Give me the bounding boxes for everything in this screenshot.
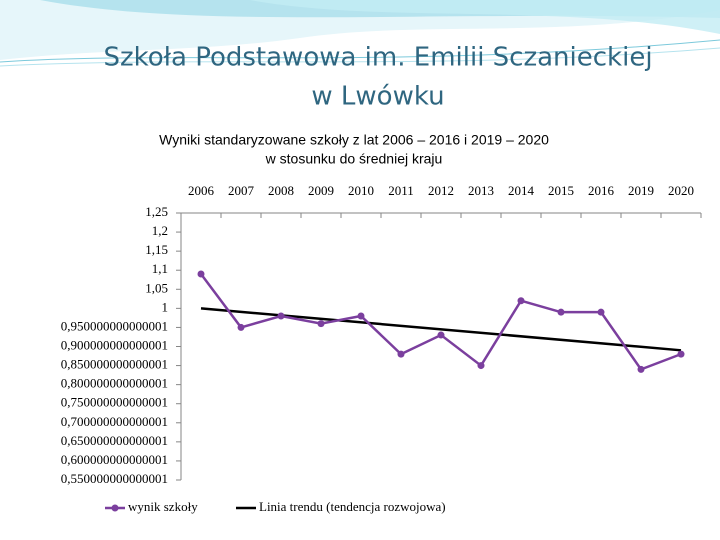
data-point (677, 350, 685, 358)
y-tick-label: 1,25 (145, 204, 168, 219)
legend-marker (111, 504, 119, 512)
data-point (557, 308, 565, 316)
x-tick-label: 2006 (188, 183, 215, 198)
decoration (0, 0, 720, 67)
y-tick-label: 0,700000000000001 (61, 414, 168, 429)
y-tick-label: 0,650000000000001 (61, 433, 168, 448)
y-tick-label: 0,800000000000001 (61, 376, 168, 391)
series-line (199, 273, 682, 371)
x-tick-label: 2016 (588, 183, 615, 198)
x-tick-label: 2019 (628, 183, 654, 198)
data-point (277, 312, 285, 320)
y-tick-label: 0,600000000000001 (61, 452, 168, 467)
y-tick-label: 0,850000000000001 (61, 357, 168, 372)
data-point (597, 308, 605, 316)
x-tick-label: 2020 (668, 183, 694, 198)
data-point (517, 297, 525, 305)
y-tick-label: 1,15 (145, 242, 168, 257)
y-tick-label: 1,2 (152, 223, 168, 238)
legend-label: Linia trendu (tendencja rozwojowa) (259, 499, 446, 514)
y-tick-label: 1 (162, 299, 169, 314)
x-tick-label: 2010 (348, 183, 374, 198)
y-tick-label: 1,1 (152, 261, 168, 276)
data-point (357, 312, 365, 320)
x-tick-label: 2012 (428, 183, 454, 198)
chart-title: w stosunku do średniej kraju (265, 151, 443, 167)
data-point (197, 270, 205, 278)
y-tick-label: 0,750000000000001 (61, 395, 168, 410)
data-point (437, 331, 445, 339)
y-tick-label: 0,900000000000001 (61, 337, 168, 352)
legend-label: wynik szkoły (128, 499, 198, 514)
data-point (317, 320, 325, 328)
x-tick-label: 2014 (508, 183, 535, 198)
data-point (397, 350, 405, 358)
x-tick-label: 2015 (548, 183, 574, 198)
x-tick-label: 2007 (228, 183, 255, 198)
trend-line (200, 307, 682, 352)
x-tick-label: 2011 (388, 183, 414, 198)
slide-title: Szkoła Podstawowa im. Emilii Sczanieckie… (103, 43, 652, 73)
y-tick-label: 0,950000000000001 (61, 318, 168, 333)
data-point (477, 362, 485, 370)
data-point (237, 323, 245, 331)
x-tick-label: 2013 (468, 183, 494, 198)
x-tick-label: 2009 (308, 183, 334, 198)
slide-title: w Lwówku (311, 82, 444, 112)
data-point (637, 365, 645, 373)
y-tick-label: 1,05 (145, 280, 168, 295)
y-tick-label: 0,550000000000001 (61, 471, 168, 486)
x-tick-label: 2008 (268, 183, 294, 198)
chart-title: Wyniki standaryzowane szkoły z lat 2006 … (159, 132, 549, 148)
